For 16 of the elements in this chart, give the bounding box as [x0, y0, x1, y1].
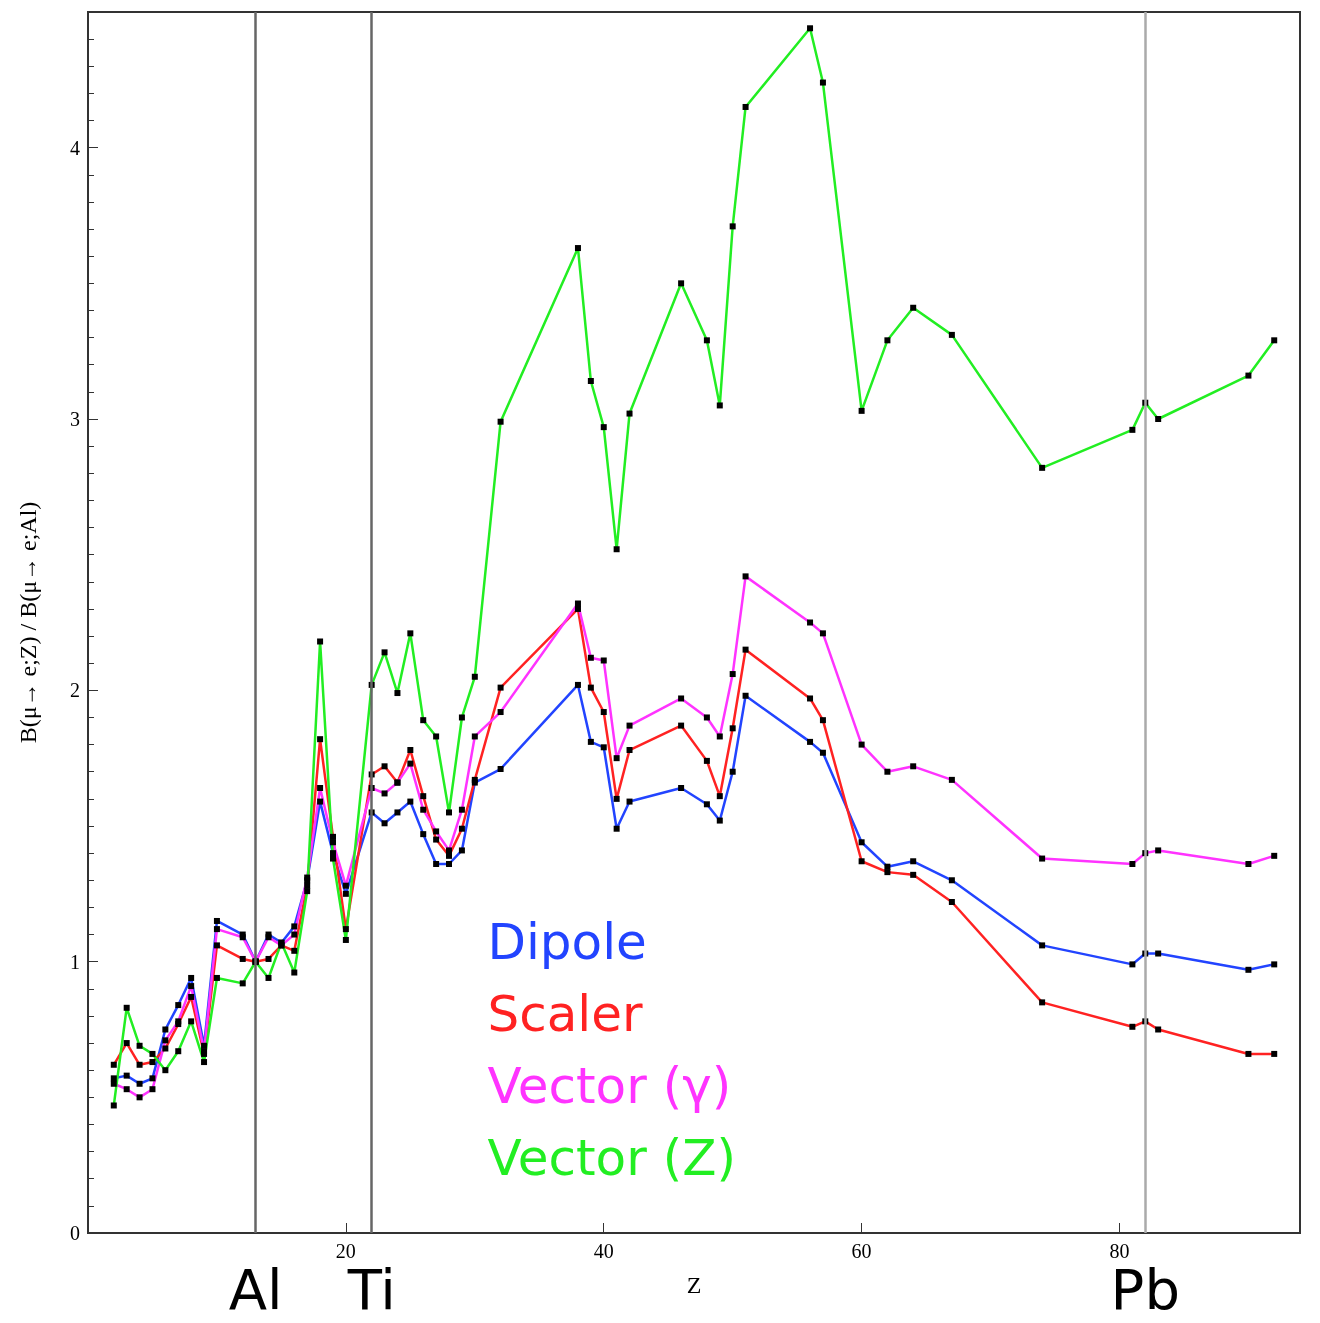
x-axis-title: Z — [686, 1272, 702, 1298]
y-tick-label: 4 — [70, 136, 80, 159]
y-tick-label: 1 — [70, 950, 80, 973]
text: Vector (γ) — [487, 1057, 732, 1115]
x-tick-label: 40 — [593, 1240, 614, 1262]
x-tick-label: 60 — [851, 1240, 872, 1262]
ref-line-label: Al — [228, 1256, 283, 1322]
y-tick-label: 2 — [70, 679, 80, 702]
text: Scaler — [487, 985, 643, 1043]
x-tick-label: 80 — [1109, 1240, 1130, 1262]
text: Vector (Z) — [487, 1129, 736, 1187]
y-tick-label: 0 — [70, 1222, 80, 1244]
x-tick-label: 20 — [335, 1240, 356, 1262]
y-axis-title: B(μ→ e;Z) / B(μ→ e;Al) — [15, 501, 41, 744]
y-tick-label: 3 — [70, 408, 80, 430]
series-label: Dipole — [487, 913, 647, 971]
